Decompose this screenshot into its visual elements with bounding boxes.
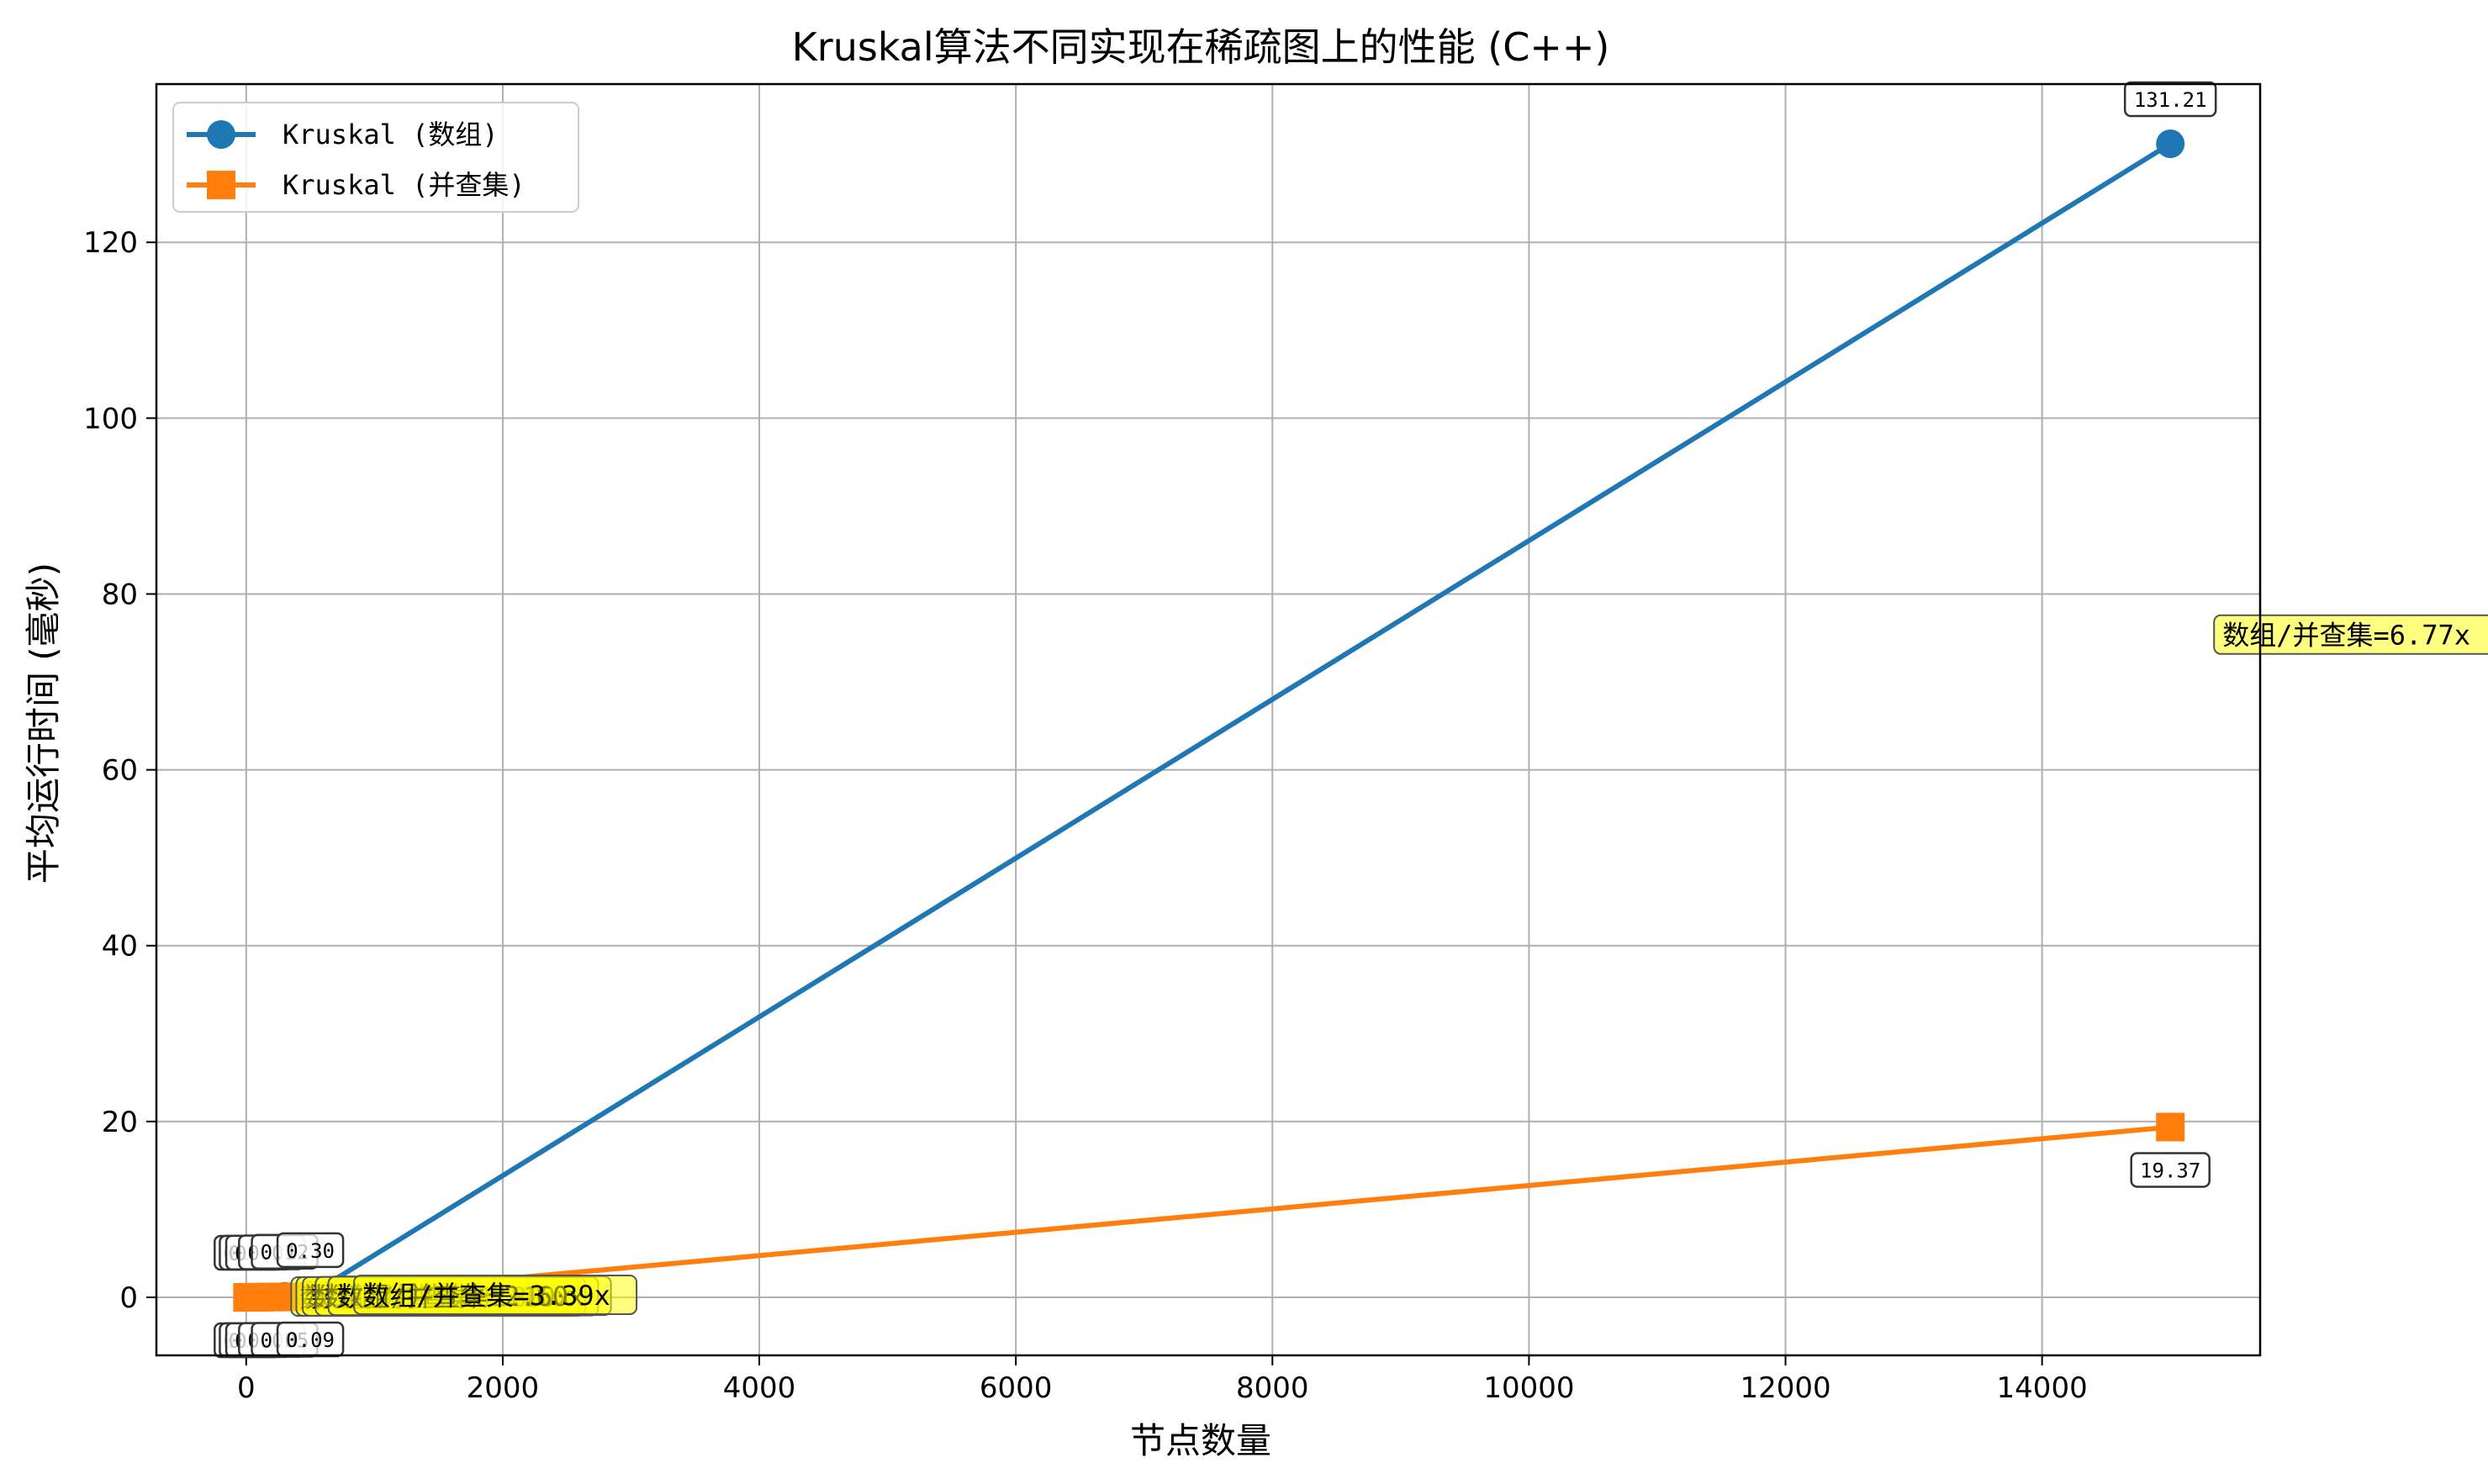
y-tick-label: 80 bbox=[102, 578, 138, 611]
legend-frame bbox=[172, 102, 579, 213]
data-label-box bbox=[276, 1232, 345, 1269]
x-tick-label: 6000 bbox=[980, 1371, 1053, 1405]
data-label: 0.09 bbox=[286, 1328, 335, 1352]
legend-label: Kruskal (并查集) bbox=[283, 169, 526, 201]
data-label: 19.37 bbox=[2140, 1159, 2200, 1182]
chart-title: Kruskal算法不同实现在稀疏图上的性能 (C++) bbox=[792, 24, 1610, 70]
x-tick-label: 14000 bbox=[1997, 1371, 2088, 1405]
data-label-box bbox=[2130, 1152, 2211, 1188]
data-label: 131.21 bbox=[2134, 88, 2207, 112]
ratio-label: 数组/并查集=6.77x bbox=[2222, 620, 2470, 652]
y-tick-label: 40 bbox=[102, 930, 138, 964]
data-label-unionfind: 0.09 bbox=[276, 1321, 345, 1358]
x-tick-label: 2000 bbox=[467, 1371, 540, 1405]
data-point bbox=[2156, 129, 2185, 158]
y-tick-label: 100 bbox=[83, 402, 138, 436]
y-axis-label: 平均运行时间 (毫秒) bbox=[23, 562, 64, 884]
data-label-array: 0.30 bbox=[276, 1232, 345, 1269]
ratio-annotation: 数组/并查集=3.39x bbox=[353, 1274, 638, 1315]
legend-marker bbox=[207, 120, 235, 149]
x-tick-label: 0 bbox=[237, 1371, 256, 1405]
x-axis-label: 节点数量 bbox=[1130, 1420, 1271, 1461]
series-line-1 bbox=[247, 141, 2172, 1300]
y-tick-label: 0 bbox=[119, 1281, 138, 1315]
data-label-unionfind: 19.37 bbox=[2130, 1152, 2211, 1188]
ratio-annotation: 数组/并查集=6.77x bbox=[2213, 614, 2488, 655]
y-tick-label: 60 bbox=[102, 754, 138, 788]
data-label: 0.30 bbox=[286, 1239, 335, 1263]
x-tick-label: 12000 bbox=[1740, 1371, 1830, 1405]
y-tick-label: 120 bbox=[83, 226, 138, 260]
ratio-box bbox=[2213, 614, 2488, 655]
data-label-box bbox=[2123, 81, 2217, 118]
legend-label: Kruskal (数组) bbox=[283, 119, 499, 151]
legend: Kruskal (数组) Kruskal (并查集) bbox=[172, 102, 579, 213]
ratio-label: 数组/并查集=3.39x bbox=[362, 1280, 610, 1312]
x-tick-label: 4000 bbox=[723, 1371, 796, 1405]
x-tick-label: 8000 bbox=[1236, 1371, 1309, 1405]
y-tick-label: 20 bbox=[102, 1106, 138, 1139]
plot-frame bbox=[155, 82, 2262, 1357]
x-tick-label: 10000 bbox=[1483, 1371, 1574, 1405]
ratio-box bbox=[353, 1274, 638, 1315]
legend-marker bbox=[207, 171, 235, 199]
grid-layer bbox=[156, 84, 2260, 1355]
data-label-array: 131.21 bbox=[2123, 81, 2217, 118]
data-point bbox=[2156, 1112, 2185, 1142]
